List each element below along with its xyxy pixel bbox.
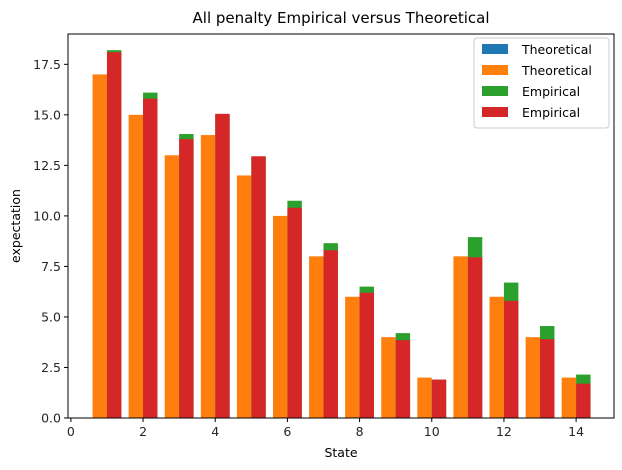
bar-empirical-s3-state-10 bbox=[431, 379, 447, 418]
bar-empirical-s3-state-2 bbox=[143, 98, 158, 419]
bar-empirical-s3-state-4 bbox=[215, 113, 230, 418]
y-tick-label-2: 5.0 bbox=[41, 309, 61, 324]
bar-theoretical-s1-state-10 bbox=[417, 377, 432, 418]
bar-empirical-s3-state-6 bbox=[287, 207, 302, 418]
bar-empirical-s3-state-11 bbox=[467, 257, 483, 418]
x-tick-label-0: 0 bbox=[67, 424, 75, 439]
x-tick-label-2: 2 bbox=[139, 424, 147, 439]
y-tick-label-7: 17.5 bbox=[33, 57, 61, 72]
x-tick-label-14: 14 bbox=[568, 424, 584, 439]
x-tick-label-4: 4 bbox=[211, 424, 219, 439]
bar-empirical-s3-state-13 bbox=[540, 339, 555, 418]
bar-empirical-s3-state-1 bbox=[106, 52, 122, 418]
y-tick-label-6: 15.0 bbox=[33, 107, 61, 122]
bar-theoretical-s1-state-7 bbox=[309, 256, 324, 418]
bar-theoretical-s1-state-6 bbox=[272, 215, 288, 418]
legend: Theoretical Theoretical Empirical Empirical bbox=[473, 37, 610, 129]
bar-theoretical-s1-state-4 bbox=[200, 135, 216, 419]
bar-empirical-s3-state-12 bbox=[503, 300, 519, 418]
y-tick-label-4: 10.0 bbox=[33, 208, 61, 223]
bar-empirical-s3-state-9 bbox=[395, 340, 411, 418]
legend-label-3: Empirical bbox=[522, 105, 580, 120]
chart-title: All penalty Empirical versus Theoretical bbox=[193, 9, 490, 27]
bar-theoretical-s1-state-5 bbox=[236, 175, 252, 418]
x-tick-label-12: 12 bbox=[496, 424, 512, 439]
bars-group bbox=[92, 50, 591, 419]
legend-swatch-0 bbox=[482, 44, 508, 54]
legend-swatch-3 bbox=[482, 107, 508, 117]
bar-theoretical-s1-state-2 bbox=[128, 114, 144, 418]
legend-swatch-1 bbox=[482, 65, 508, 75]
y-tick-label-5: 12.5 bbox=[33, 158, 61, 173]
bar-theoretical-s1-state-8 bbox=[345, 296, 360, 418]
bar-theoretical-s1-state-9 bbox=[381, 337, 396, 418]
y-tick-label-1: 2.5 bbox=[41, 360, 61, 375]
plot-frame bbox=[67, 33, 615, 419]
bar-empirical-s3-state-5 bbox=[251, 156, 266, 418]
bar-empirical-s3-state-3 bbox=[179, 139, 194, 418]
legend-frame bbox=[473, 37, 610, 129]
legend-swatch-2 bbox=[482, 86, 508, 96]
legend-label-0: Theoretical bbox=[521, 42, 592, 57]
bar-empirical-s3-state-14 bbox=[576, 383, 591, 418]
x-axis-label: State bbox=[324, 445, 357, 460]
y-axis-label: expectation bbox=[8, 189, 23, 263]
bar-theoretical-s1-state-14 bbox=[561, 377, 577, 418]
bar-theoretical-s1-state-1 bbox=[92, 74, 107, 419]
bar-theoretical-s1-state-13 bbox=[525, 337, 541, 418]
legend-label-1: Theoretical bbox=[521, 63, 592, 78]
bar-theoretical-s1-state-12 bbox=[489, 296, 504, 418]
x-tick-label-10: 10 bbox=[424, 424, 440, 439]
y-axis: 0.0 2.5 5.0 7.5 10.0 12.5 15.0 17.5 bbox=[33, 57, 68, 426]
bar-theoretical-s1-state-3 bbox=[164, 155, 180, 418]
bar-theoretical-s1-state-11 bbox=[453, 256, 468, 418]
bar-empirical-s3-state-8 bbox=[359, 292, 375, 418]
x-tick-label-6: 6 bbox=[283, 424, 291, 439]
legend-label-2: Empirical bbox=[522, 84, 580, 99]
x-axis: 0 2 4 6 8 10 12 14 bbox=[67, 418, 584, 439]
y-tick-label-0: 0.0 bbox=[41, 411, 61, 426]
x-tick-label-8: 8 bbox=[356, 424, 364, 439]
bar-empirical-s3-state-7 bbox=[323, 250, 338, 418]
y-tick-label-3: 7.5 bbox=[41, 259, 61, 274]
